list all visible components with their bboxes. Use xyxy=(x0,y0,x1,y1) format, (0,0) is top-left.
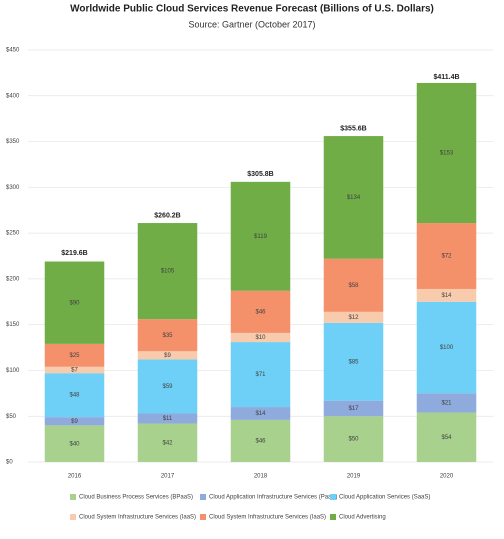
bar-segment xyxy=(323,416,384,462)
data-label: $10 xyxy=(255,335,266,341)
total-label: $355.6B xyxy=(340,125,366,132)
data-label: $134 xyxy=(347,195,361,201)
data-label: $42 xyxy=(162,440,173,446)
bar-segment xyxy=(137,423,198,462)
bar-segment xyxy=(323,400,384,417)
bar-segment xyxy=(416,393,477,413)
y-tick-label: $450 xyxy=(6,48,20,54)
y-tick-label: $0 xyxy=(6,460,13,466)
data-label: $85 xyxy=(348,359,359,365)
data-label: $71 xyxy=(255,372,266,378)
bar-segment xyxy=(323,136,384,259)
x-tick-label: 2018 xyxy=(254,474,268,480)
total-label: $260.2B xyxy=(154,213,180,220)
bar-segment xyxy=(416,288,477,302)
data-label: $59 xyxy=(162,384,173,390)
y-tick-label: $250 xyxy=(6,231,20,237)
data-label: $7 xyxy=(71,368,78,374)
bar-segment xyxy=(416,301,477,394)
bar-segment xyxy=(230,419,291,462)
legend-swatch xyxy=(200,514,206,520)
data-label: $48 xyxy=(69,393,80,399)
x-tick-label: 2019 xyxy=(347,474,361,480)
total-label: $305.8B xyxy=(247,171,273,178)
data-label: $46 xyxy=(255,309,266,315)
bar-segment xyxy=(137,351,198,360)
data-label: $40 xyxy=(69,441,80,447)
legend-label: Cloud Application Services (SaaS) xyxy=(339,495,430,501)
y-tick-label: $200 xyxy=(6,276,20,282)
data-label: $21 xyxy=(441,401,452,407)
legend-swatch xyxy=(70,494,76,500)
total-label: $411.4B xyxy=(433,74,459,81)
legend-swatch xyxy=(330,514,336,520)
data-label: $119 xyxy=(254,234,268,240)
bar-segment xyxy=(44,373,105,418)
bar-segment xyxy=(230,332,291,343)
y-tick-label: $350 xyxy=(6,139,20,145)
legend-swatch xyxy=(200,494,206,500)
y-tick-label: $300 xyxy=(6,185,20,191)
data-label: $100 xyxy=(440,345,454,351)
bar-segment xyxy=(44,343,105,367)
data-label: $25 xyxy=(69,353,80,359)
legend-label: Cloud Application Infrastructure Service… xyxy=(209,495,337,501)
data-label: $58 xyxy=(348,283,359,289)
data-label: $9 xyxy=(71,419,78,425)
x-tick-label: 2020 xyxy=(440,474,454,480)
total-label: $219.6B xyxy=(61,250,87,257)
data-label: $12 xyxy=(348,315,359,321)
chart-subtitle: Source: Gartner (October 2017) xyxy=(188,19,315,29)
chart-title: Worldwide Public Cloud Services Revenue … xyxy=(70,4,434,15)
legend-label: Cloud System Infrastructure Services (Ia… xyxy=(209,515,326,521)
y-tick-label: $50 xyxy=(6,414,17,420)
data-label: $17 xyxy=(348,406,359,412)
legend-label: Cloud Advertising xyxy=(339,515,386,521)
data-label: $50 xyxy=(348,437,359,443)
bar-segment xyxy=(416,82,477,224)
data-label: $105 xyxy=(161,269,175,275)
bar-segment xyxy=(44,417,105,426)
data-label: $54 xyxy=(441,435,452,441)
data-label: $153 xyxy=(440,151,454,157)
y-tick-label: $150 xyxy=(6,322,20,328)
data-label: $46 xyxy=(255,439,266,445)
bar-segment xyxy=(44,261,105,344)
y-tick-label: $400 xyxy=(6,93,20,99)
bar-segment xyxy=(416,223,477,289)
data-label: $35 xyxy=(162,333,173,339)
legend-swatch xyxy=(70,514,76,520)
bar-segment xyxy=(416,412,477,462)
data-label: $14 xyxy=(255,411,266,417)
data-label: $14 xyxy=(441,293,452,299)
x-tick-label: 2016 xyxy=(68,474,82,480)
bar-segment xyxy=(323,311,384,323)
data-label: $11 xyxy=(163,416,173,422)
data-label: $9 xyxy=(164,353,171,359)
legend-swatch xyxy=(330,494,336,500)
bar-segment xyxy=(137,319,198,352)
bar-segment xyxy=(230,407,291,420)
bar-segment xyxy=(230,290,291,333)
y-tick-label: $100 xyxy=(6,368,20,374)
data-label: $90 xyxy=(69,300,80,306)
x-tick-label: 2017 xyxy=(161,474,175,480)
bar-segment xyxy=(323,258,384,312)
bar-segment xyxy=(44,366,105,374)
data-label: $72 xyxy=(441,254,452,260)
bar-segment xyxy=(44,425,105,462)
bar-segment xyxy=(137,359,198,414)
legend-label: Cloud Business Process Services (BPaaS) xyxy=(79,495,193,501)
bar-segment xyxy=(137,413,198,424)
bar-segment xyxy=(230,342,291,408)
bar-segment xyxy=(323,322,384,401)
bar-segment xyxy=(230,181,291,291)
legend-label: Cloud System Infrastructure Services (Ia… xyxy=(79,515,196,521)
bar-segment xyxy=(137,223,198,320)
